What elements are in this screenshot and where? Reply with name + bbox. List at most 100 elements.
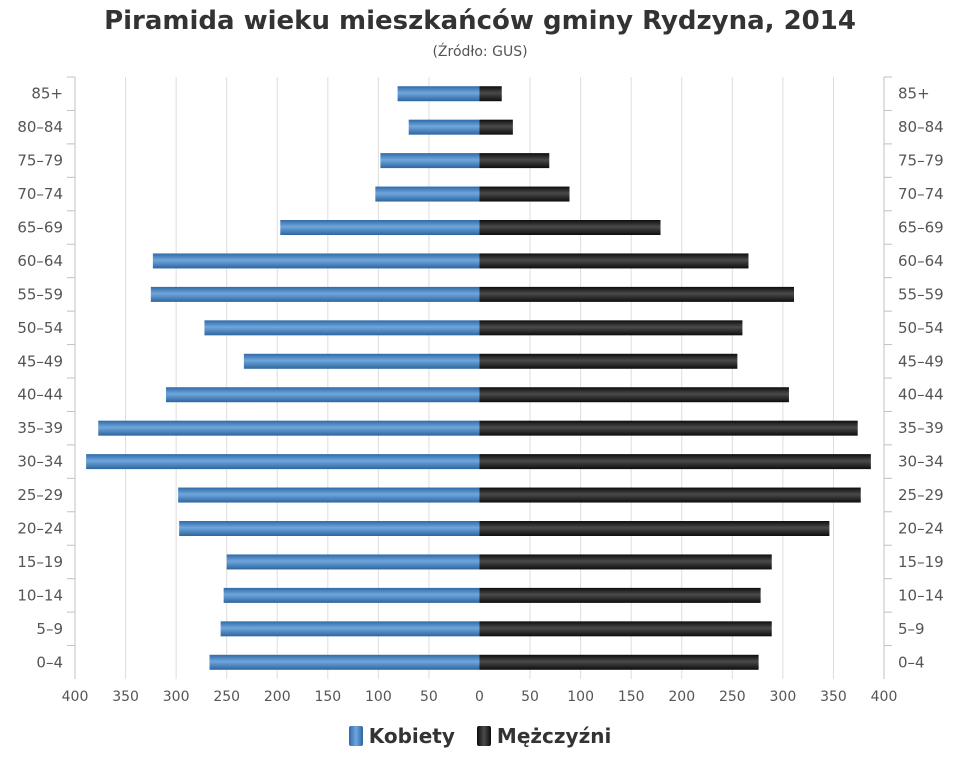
legend-swatch-kobiety <box>348 726 363 746</box>
bar-mezczyzni[interactable] <box>479 220 661 235</box>
age-group-label-right: 40–44 <box>898 386 944 404</box>
bars <box>86 86 871 670</box>
bar-kobiety[interactable] <box>150 286 480 302</box>
age-group-label-left: 40–44 <box>17 386 63 404</box>
x-tick-label: 250 <box>213 689 240 705</box>
age-group-label-right: 45–49 <box>898 352 944 370</box>
bar-mezczyzni[interactable] <box>479 454 871 470</box>
bar-kobiety[interactable] <box>408 119 480 135</box>
age-group-label-left: 65–69 <box>17 219 63 237</box>
age-group-label-right: 30–34 <box>898 453 944 471</box>
x-tick-label: 50 <box>521 689 539 705</box>
age-group-label-left: 60–64 <box>17 252 63 270</box>
age-group-label-right: 15–19 <box>898 553 944 571</box>
legend-label-mezczyzni: Mężczyźni <box>496 724 612 748</box>
age-group-label-left: 15–19 <box>17 553 63 571</box>
bar-kobiety[interactable] <box>152 253 480 269</box>
bar-kobiety[interactable] <box>380 153 480 169</box>
age-group-label-left: 20–24 <box>17 520 63 538</box>
age-group-label-right: 85+ <box>898 85 930 103</box>
legend-item-mezczyzni[interactable]: Mężczyźni <box>476 724 612 748</box>
bar-kobiety[interactable] <box>375 186 480 202</box>
bar-mezczyzni[interactable] <box>479 554 772 570</box>
age-group-label-right: 10–14 <box>898 586 944 604</box>
age-group-label-left: 55–59 <box>17 285 63 303</box>
bar-mezczyzni[interactable] <box>479 420 858 436</box>
bar-kobiety[interactable] <box>178 487 480 503</box>
bar-kobiety[interactable] <box>166 387 480 403</box>
x-tick-label: 100 <box>567 689 594 705</box>
legend-label-kobiety: Kobiety <box>368 724 455 748</box>
age-group-label-right: 65–69 <box>898 219 944 237</box>
x-tick-label: 400 <box>62 689 89 705</box>
age-group-label-left: 25–29 <box>17 486 63 504</box>
age-group-label-right: 35–39 <box>898 419 944 437</box>
x-tick-label: 300 <box>163 689 190 705</box>
bar-mezczyzni[interactable] <box>479 320 743 336</box>
x-tick-label: 250 <box>719 689 746 705</box>
legend: Kobiety Mężczyźni <box>0 724 960 748</box>
bar-kobiety[interactable] <box>243 353 480 369</box>
x-tick-label: 100 <box>365 689 392 705</box>
x-tick-label: 300 <box>770 689 797 705</box>
x-tick-label: 350 <box>112 689 139 705</box>
x-tick-label: 50 <box>420 689 438 705</box>
bar-mezczyzni[interactable] <box>479 521 830 536</box>
bar-kobiety[interactable] <box>280 220 480 235</box>
age-group-label-right: 0–4 <box>898 653 925 671</box>
age-group-label-left: 30–34 <box>17 453 63 471</box>
age-group-label-left: 70–74 <box>17 185 63 203</box>
bar-mezczyzni[interactable] <box>479 654 759 670</box>
age-group-label-right: 50–54 <box>898 319 944 337</box>
bar-mezczyzni[interactable] <box>479 186 570 202</box>
axes <box>67 76 892 679</box>
age-group-label-left: 50–54 <box>17 319 63 337</box>
age-group-label-right: 25–29 <box>898 486 944 504</box>
age-group-label-left: 80–84 <box>17 118 63 136</box>
age-group-label-right: 20–24 <box>898 520 944 538</box>
bar-mezczyzni[interactable] <box>479 387 789 403</box>
bar-mezczyzni[interactable] <box>479 86 502 102</box>
legend-item-kobiety[interactable]: Kobiety <box>348 724 455 748</box>
bar-mezczyzni[interactable] <box>479 253 749 269</box>
age-group-label-left: 5–9 <box>36 620 63 638</box>
bar-kobiety[interactable] <box>220 621 480 637</box>
age-group-label-left: 35–39 <box>17 419 63 437</box>
legend-swatch-mezczyzni <box>476 726 491 746</box>
bar-kobiety[interactable] <box>98 420 480 436</box>
bar-kobiety[interactable] <box>226 554 480 570</box>
bar-kobiety[interactable] <box>179 521 480 536</box>
chart-subtitle: (Źródło: GUS) <box>432 44 528 60</box>
bar-kobiety[interactable] <box>86 454 480 470</box>
age-group-label-left: 0–4 <box>36 653 63 671</box>
x-tick-label: 150 <box>314 689 341 705</box>
bar-kobiety[interactable] <box>223 587 480 603</box>
bar-mezczyzni[interactable] <box>479 587 761 603</box>
age-group-label-right: 5–9 <box>898 620 925 638</box>
x-tick-label: 200 <box>668 689 695 705</box>
chart-title: Piramida wieku mieszkańców gminy Rydzyna… <box>104 6 856 36</box>
age-group-label-right: 60–64 <box>898 252 944 270</box>
age-group-label-right: 80–84 <box>898 118 944 136</box>
bar-mezczyzni[interactable] <box>479 286 794 302</box>
x-tick-label: 150 <box>618 689 645 705</box>
bar-mezczyzni[interactable] <box>479 153 550 169</box>
age-group-label-right: 75–79 <box>898 152 944 170</box>
labels: 400 350 300 250 200 150 100 50 0 50 100 150 200 250 30… <box>17 85 943 705</box>
bar-kobiety[interactable] <box>397 86 480 102</box>
age-group-label-left: 75–79 <box>17 152 63 170</box>
x-tick-label: 350 <box>820 689 847 705</box>
bar-mezczyzni[interactable] <box>479 119 513 135</box>
age-group-label-left: 45–49 <box>17 352 63 370</box>
bar-mezczyzni[interactable] <box>479 487 861 503</box>
age-group-label-right: 70–74 <box>898 185 944 203</box>
bar-kobiety[interactable] <box>209 654 480 670</box>
x-tick-label: 200 <box>264 689 291 705</box>
x-tick-label: 0 <box>475 689 484 705</box>
x-tick-label: 400 <box>871 689 898 705</box>
bar-mezczyzni[interactable] <box>479 353 738 369</box>
bar-kobiety[interactable] <box>204 320 480 336</box>
age-group-label-left: 10–14 <box>17 586 63 604</box>
bar-mezczyzni[interactable] <box>479 621 772 637</box>
